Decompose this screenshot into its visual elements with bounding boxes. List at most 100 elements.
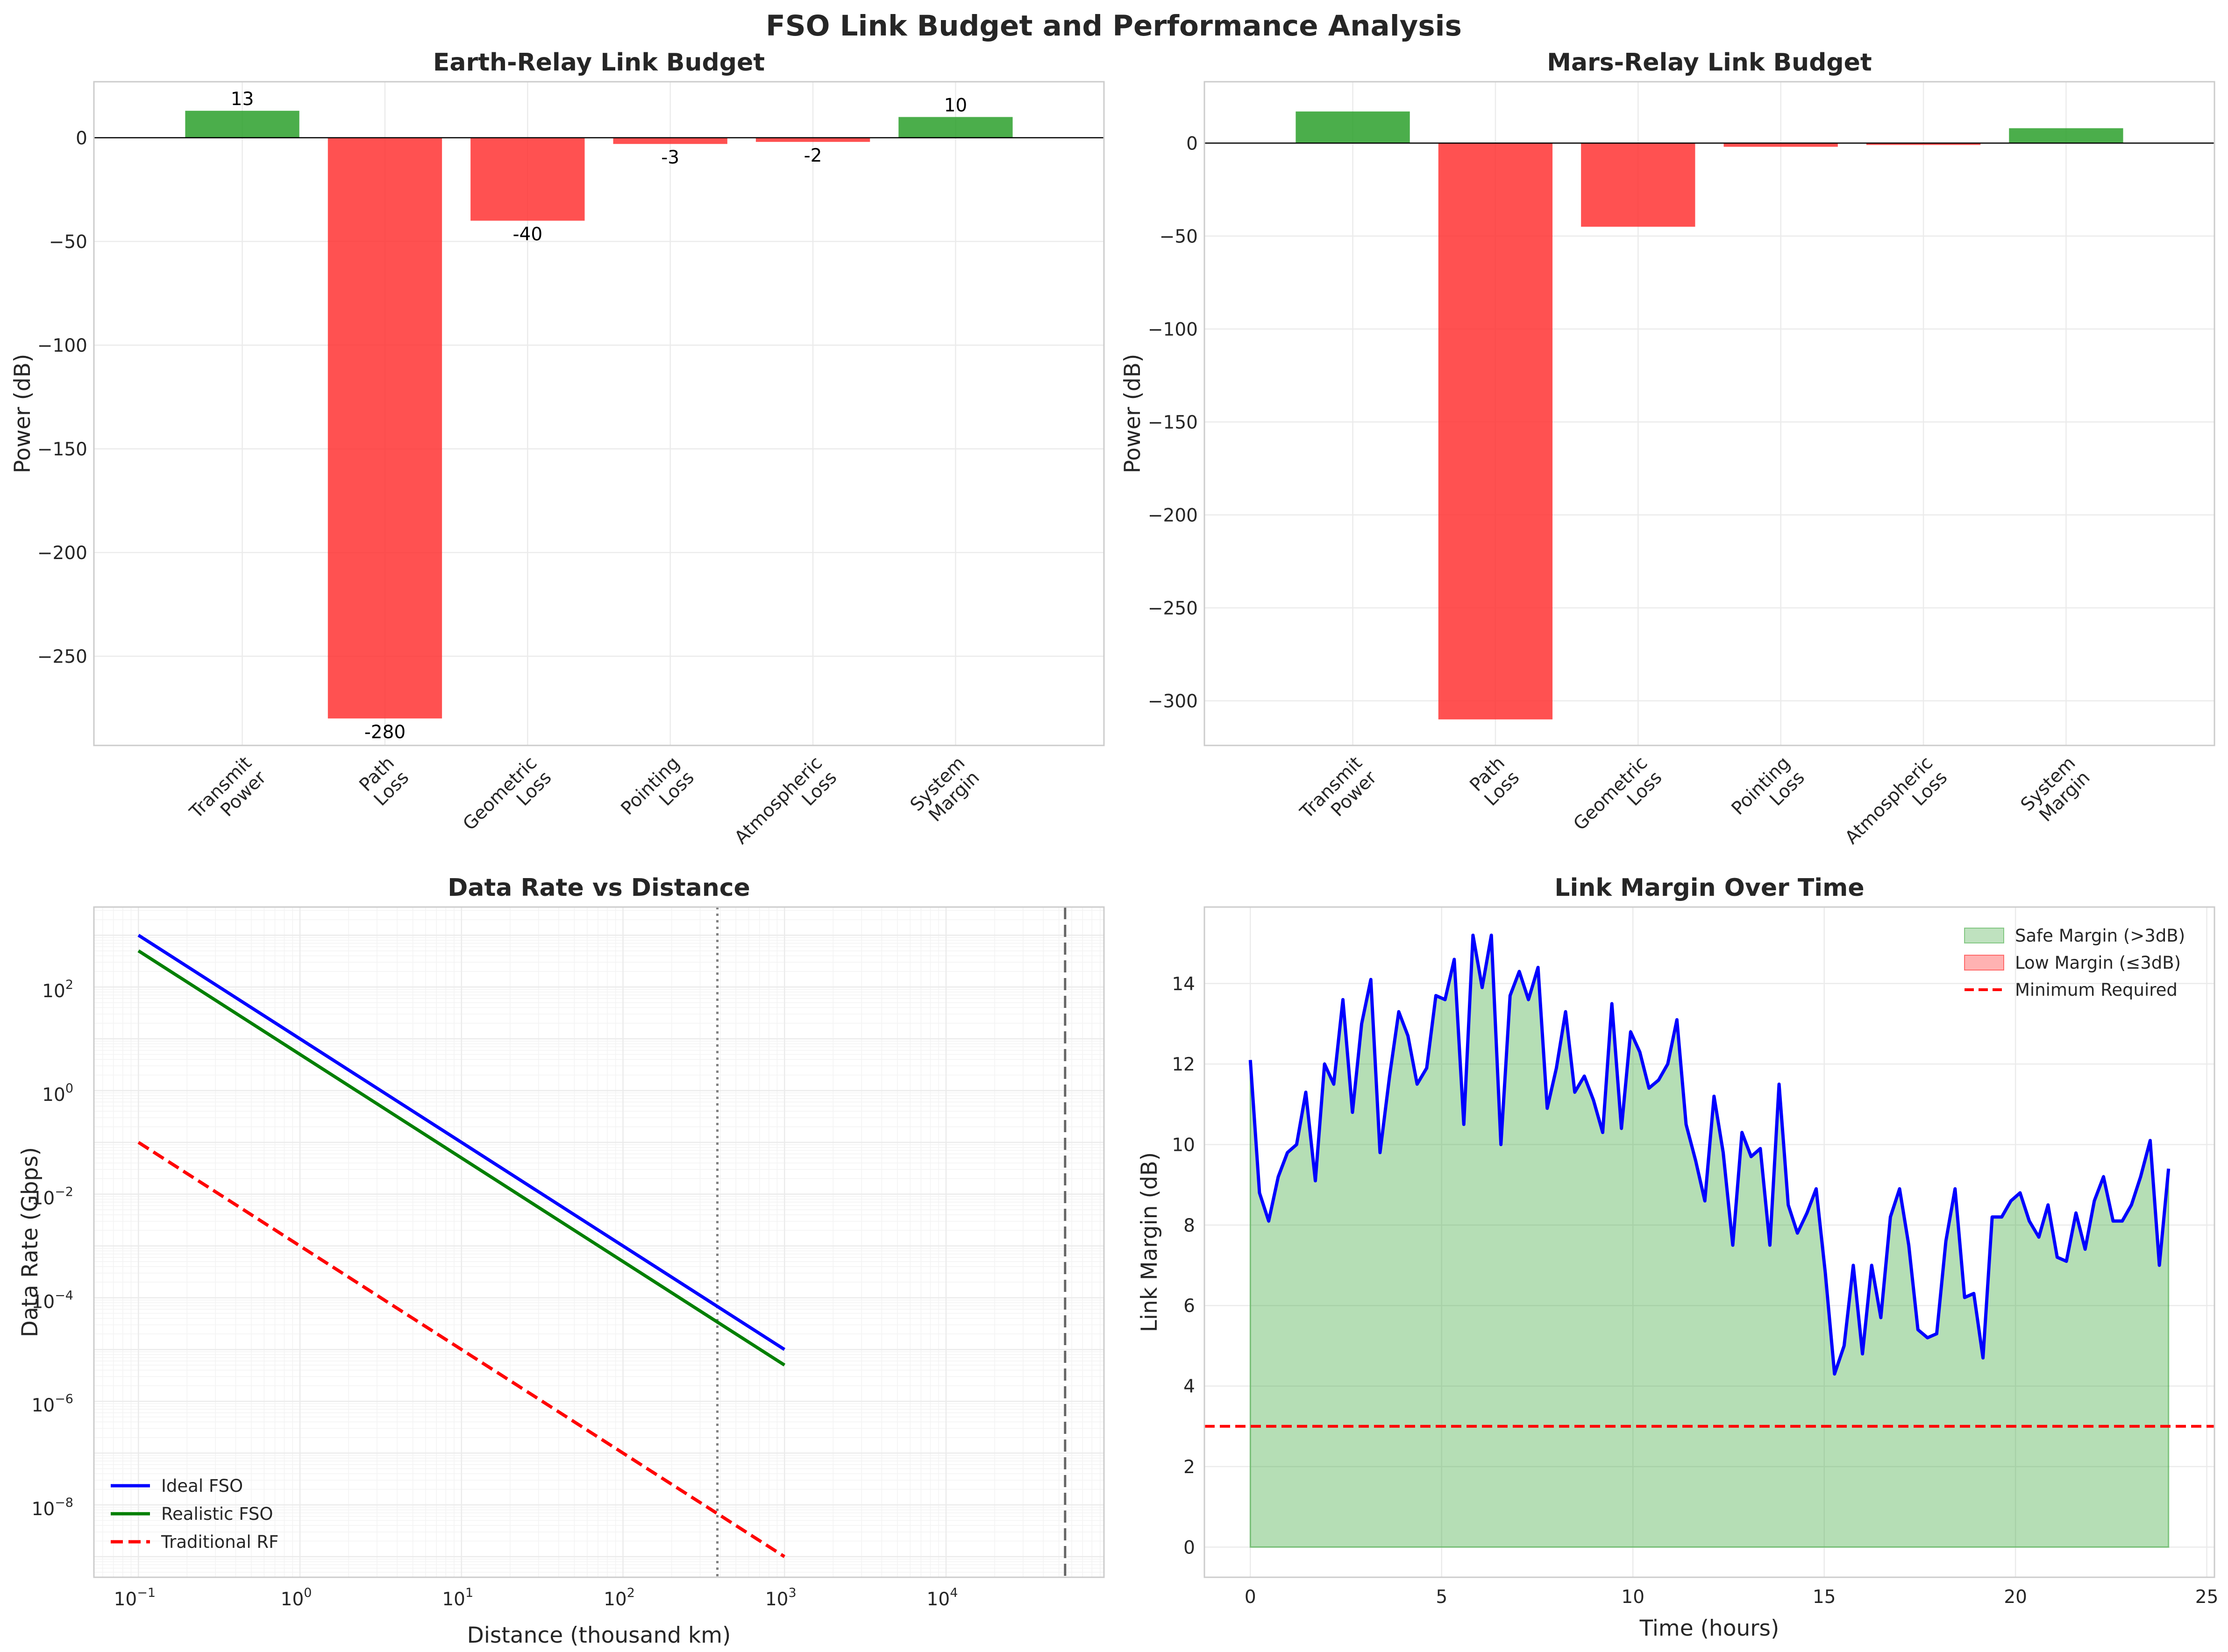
series-line: [137, 949, 786, 1367]
bar: [1866, 143, 1981, 145]
y-tick-label: 10−8: [32, 1496, 73, 1520]
bar: [185, 111, 299, 138]
y-tick-label: −200: [1148, 505, 1198, 526]
legend-label: Low Margin (≤3dB): [2015, 953, 2181, 973]
y-tick-label: 0: [1186, 133, 1198, 154]
y-tick-label: 10−6: [32, 1392, 73, 1416]
bar: [1581, 143, 1695, 227]
y-tick-label: 100: [42, 1081, 73, 1106]
plot-frame: [93, 906, 1105, 1578]
legend-swatch: [1964, 928, 2004, 943]
y-tick-label: 2: [1183, 1457, 1195, 1478]
y-tick-label: −250: [1148, 598, 1198, 619]
x-tick-label: PathLoss: [356, 752, 413, 810]
x-tick-label: 5: [1436, 1587, 1447, 1608]
y-tick-label: 4: [1183, 1376, 1195, 1397]
bar-value-label: -280: [364, 722, 406, 743]
x-axis-label: Time (hours): [1639, 1616, 1780, 1641]
panel-title: Earth-Relay Link Budget: [433, 49, 765, 77]
y-tick-label: 10−2: [32, 1185, 73, 1209]
x-tick-label: GeometricLoss: [1570, 752, 1666, 849]
y-tick-label: 10−4: [32, 1288, 73, 1312]
bar: [2009, 128, 2123, 143]
x-tick-label: 100: [281, 1586, 312, 1610]
x-tick-label: AtmosphericLoss: [731, 752, 841, 863]
bar: [1723, 143, 1838, 147]
x-tick-label: 102: [604, 1586, 635, 1610]
series-line: [137, 1141, 786, 1558]
safe-margin-area: [1249, 935, 2170, 1548]
plot-frame: [93, 81, 1105, 746]
y-tick-label: −200: [37, 543, 87, 564]
y-tick-label: −100: [1148, 319, 1198, 340]
y-tick-label: 102: [42, 978, 73, 1002]
mars-relay-panel: 0 −50 −100 −150 −200 −250 −300 TransmitPower Pat…: [1120, 49, 2215, 863]
x-tick-label: SystemMargin: [2017, 752, 2094, 830]
panel-title: Link Margin Over Time: [1554, 874, 1864, 902]
x-tick-label: PointingLoss: [617, 752, 698, 834]
panel-title: Mars-Relay Link Budget: [1547, 49, 1872, 77]
bar-value-label: -3: [661, 147, 679, 168]
bar: [1296, 111, 1410, 143]
bar-value-label: 10: [944, 95, 968, 116]
x-tick-label: TransmitPower: [1296, 752, 1381, 838]
bar-value-label: -40: [513, 224, 542, 245]
y-tick-label: 0: [1183, 1537, 1195, 1558]
y-tick-label: −100: [37, 335, 87, 356]
legend-label: Minimum Required: [2015, 980, 2178, 1000]
x-tick-label: 103: [765, 1586, 797, 1610]
x-tick-label: 25: [2195, 1587, 2219, 1608]
earth-relay-panel: 0 −50 −100 −150 −200 −250 13 -280 -40 -3 -2 10 Trans…: [10, 49, 1105, 863]
x-tick-label: 20: [2004, 1587, 2027, 1608]
series-line: [137, 934, 786, 1351]
bar: [898, 117, 1013, 138]
y-axis-label: Link Margin (dB): [1137, 1152, 1162, 1332]
y-tick-label: −250: [37, 646, 87, 667]
bar-value-label: 13: [231, 89, 254, 110]
y-tick-label: 0: [76, 128, 87, 149]
data-rate-panel: 10−1 100 101 102 103 104 102 100 10−2 10−4 10−6 10−…: [17, 874, 1105, 1648]
y-tick-label: −150: [1148, 412, 1198, 433]
plot-frame: [1203, 906, 2215, 1578]
legend-label: Traditional RF: [161, 1532, 278, 1552]
y-tick-label: −300: [1148, 691, 1198, 712]
x-tick-label: SystemMargin: [906, 752, 984, 830]
x-axis-label: Distance (thousand km): [467, 1623, 731, 1648]
bar-value-label: -2: [804, 145, 822, 166]
link-margin-line: [1248, 933, 2171, 1376]
x-tick-label: PathLoss: [1466, 752, 1524, 810]
x-tick-label: GeometricLoss: [459, 752, 556, 849]
y-tick-label: 12: [1172, 1054, 1195, 1075]
x-tick-label: 10: [1621, 1587, 1644, 1608]
legend-swatch: [1964, 955, 2004, 971]
y-tick-label: −50: [49, 232, 87, 253]
x-tick-label: 10−1: [114, 1586, 156, 1610]
x-tick-label: PointingLoss: [1728, 752, 1809, 834]
legend-label: Ideal FSO: [161, 1476, 243, 1496]
y-tick-label: 6: [1183, 1296, 1195, 1317]
y-tick-label: −50: [1160, 226, 1198, 247]
link-margin-panel: 0 2 4 6 8 10 12 14 0 5 10 15 20 25 Safe Margin (>3dB) L…: [1137, 874, 2218, 1641]
x-tick-label: AtmosphericLoss: [1841, 752, 1951, 863]
y-axis-label: Power (dB): [1120, 354, 1146, 474]
bar: [613, 137, 727, 144]
bar: [1438, 143, 1553, 720]
x-tick-label: 0: [1245, 1587, 1256, 1608]
y-tick-label: 10: [1172, 1134, 1195, 1156]
y-tick-label: 8: [1183, 1215, 1195, 1236]
y-axis-label: Data Rate (Gbps): [17, 1147, 43, 1337]
x-tick-label: 15: [1813, 1587, 1836, 1608]
x-tick-label: 101: [442, 1586, 473, 1610]
figure-title: FSO Link Budget and Performance Analysis: [766, 9, 1462, 43]
bar: [470, 137, 585, 221]
legend-label: Realistic FSO: [161, 1504, 273, 1524]
x-tick-label: TransmitPower: [185, 752, 271, 838]
x-tick-label: 104: [927, 1586, 958, 1610]
y-tick-label: −150: [37, 439, 87, 460]
y-axis-label: Power (dB): [10, 354, 36, 474]
panel-title: Data Rate vs Distance: [448, 874, 750, 902]
bar: [327, 137, 442, 719]
y-tick-label: 14: [1172, 974, 1195, 995]
